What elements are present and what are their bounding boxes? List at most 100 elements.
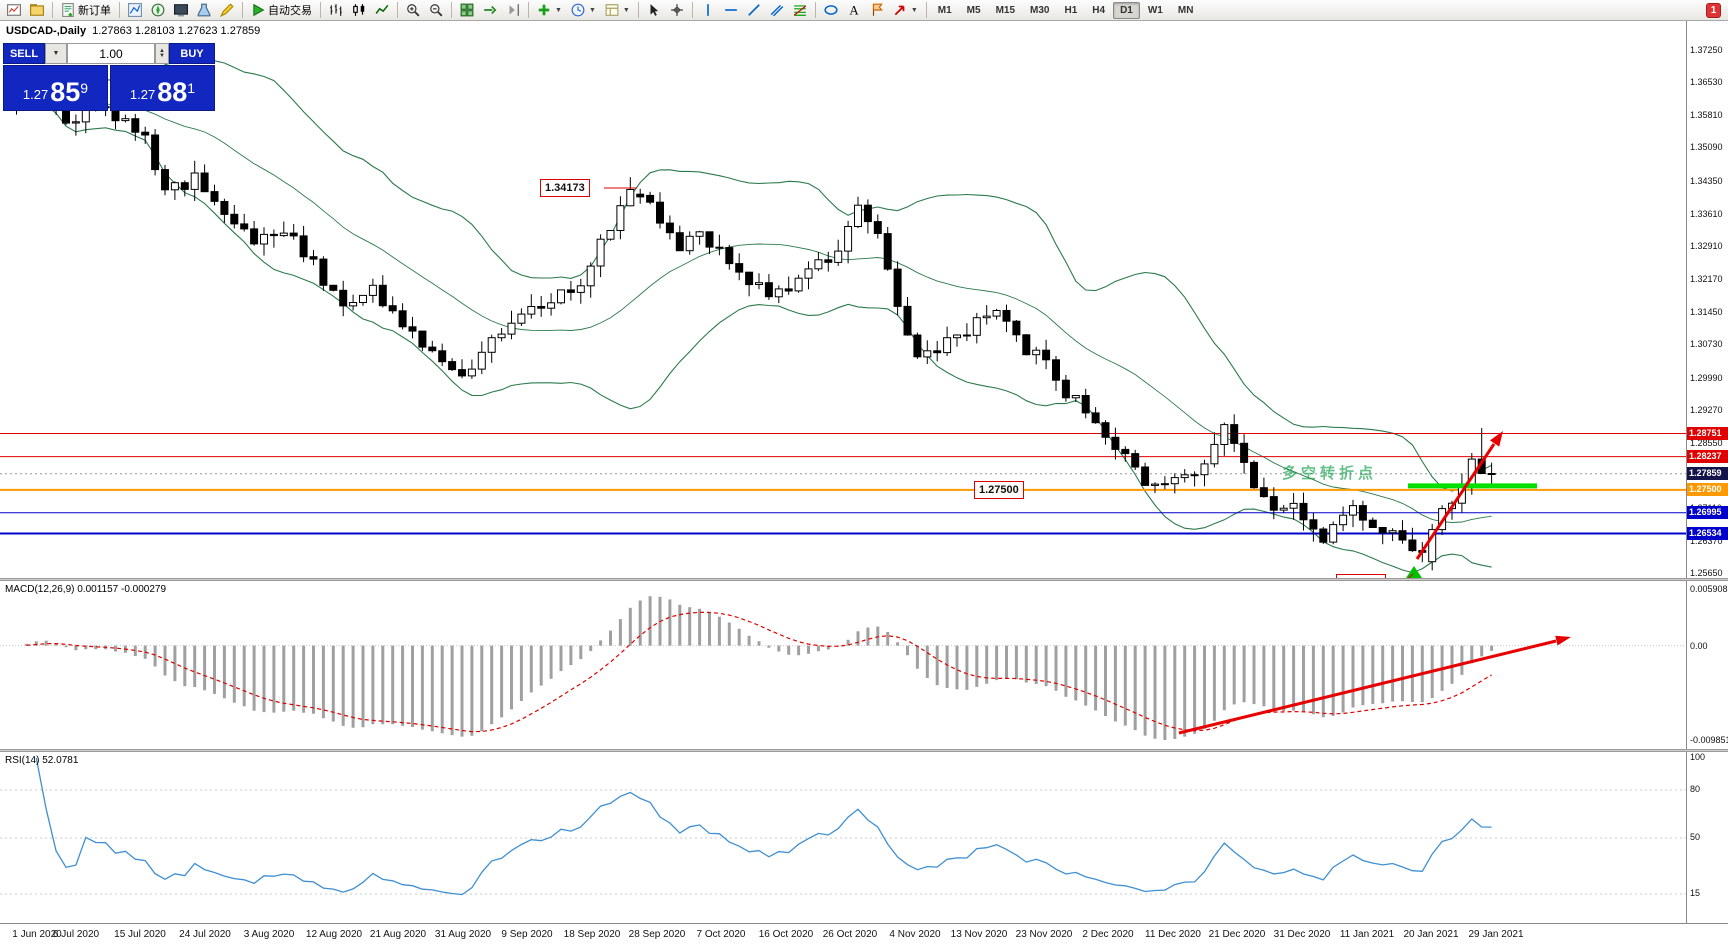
rsi-scale-label: 15 <box>1690 888 1701 898</box>
price-tick: 1.30730 <box>1690 339 1723 349</box>
sell-price-button[interactable]: 1.27 85 9 <box>3 65 108 111</box>
timeframe-h4-button[interactable]: H4 <box>1092 4 1106 16</box>
chart-title: USDCAD-,Daily 1.27863 1.28103 1.27623 1.… <box>6 25 260 37</box>
market-watch-icon <box>128 3 142 17</box>
date-label: 11 Dec 2020 <box>1145 929 1201 940</box>
metaeditor-button[interactable] <box>216 1 238 20</box>
chart-shift-button[interactable] <box>502 1 524 20</box>
macd-chart[interactable] <box>0 581 1686 749</box>
chevron-down-icon[interactable]: ▼ <box>588 6 596 14</box>
horizontal-line-button[interactable] <box>720 1 742 20</box>
toolbar-separator <box>119 2 120 18</box>
new-chart-button[interactable] <box>3 1 25 20</box>
zoom-in-icon <box>406 3 420 17</box>
date-axis[interactable]: 1 Jun 2020 6 Jul 2020 15 Jul 2020 24 Jul 20… <box>0 923 1728 947</box>
chevron-down-icon: ▼ <box>52 50 60 57</box>
navigator-button[interactable] <box>147 1 169 20</box>
drawing-objects-layer[interactable] <box>604 187 1537 578</box>
timeframe-mn-button[interactable]: MN <box>1177 4 1194 16</box>
fibonacci-button[interactable] <box>789 1 811 20</box>
shapes-button[interactable] <box>820 1 842 20</box>
chevron-down-icon[interactable]: ▼ <box>910 6 918 14</box>
templates-button[interactable]: ▼ <box>601 1 634 20</box>
timeframe-d1-button[interactable]: D1 <box>1113 1 1140 19</box>
macd-trend-arrow-head[interactable] <box>1555 635 1571 646</box>
auto-scroll-button[interactable] <box>479 1 501 20</box>
date-label: 28 Sep 2020 <box>628 929 686 940</box>
trendline-button[interactable] <box>743 1 765 20</box>
equidistant-channel-button[interactable] <box>766 1 788 20</box>
panel-separator[interactable] <box>0 749 1728 752</box>
crosshair-button[interactable] <box>666 1 688 20</box>
panel-separator[interactable] <box>0 578 1728 581</box>
bar-chart-mode-button[interactable] <box>325 1 347 20</box>
zoom-in-button[interactable] <box>402 1 424 20</box>
buy-button[interactable]: BUY <box>169 43 215 64</box>
timeframe-m5-button[interactable]: M5 <box>966 4 981 16</box>
date-label: 26 Oct 2020 <box>822 929 878 940</box>
sell-button[interactable]: SELL <box>3 43 45 64</box>
macd-trend-arrow-line[interactable] <box>1178 639 1557 735</box>
tile-windows-button[interactable] <box>456 1 478 20</box>
periods-button[interactable]: ▼ <box>567 1 600 20</box>
zoom-out-button[interactable] <box>425 1 447 20</box>
volume-input[interactable] <box>67 43 155 64</box>
notifications-badge[interactable]: 1 <box>1706 2 1721 18</box>
price-label-134173[interactable]: 1.34173 <box>540 179 590 197</box>
timeframe-m15-button[interactable]: M15 <box>995 4 1016 16</box>
buy-price-button[interactable]: 1.27 88 1 <box>110 65 215 111</box>
new-order-button[interactable]: 新订单 <box>57 1 115 20</box>
text-button[interactable]: A <box>843 1 865 20</box>
timeframe-m30-button[interactable]: M30 <box>1030 4 1050 16</box>
candlestick-chart[interactable] <box>0 21 1686 578</box>
macd-label: MACD(12,26,9) 0.001157 -0.000279 <box>5 584 166 595</box>
arrows-button[interactable]: ▼ <box>889 1 922 20</box>
macd-scale-min: -0.009851 <box>1690 735 1728 745</box>
timeframe-h1-button[interactable]: H1 <box>1064 4 1078 16</box>
toolbar-separator <box>814 2 816 18</box>
profiles-button[interactable] <box>26 1 48 20</box>
price-tag: 1.26534 <box>1687 527 1728 540</box>
vertical-line-icon <box>701 3 715 17</box>
candle-chart-mode-button[interactable] <box>348 1 370 20</box>
price-label-125897[interactable]: 1.25897 <box>1336 574 1386 578</box>
date-label: 11 Jan 2021 <box>1339 929 1395 940</box>
vertical-line-button[interactable] <box>697 1 719 20</box>
text-label-button[interactable] <box>866 1 888 20</box>
main-chart-panel[interactable]: USDCAD-,Daily 1.27863 1.28103 1.27623 1.… <box>0 21 1686 578</box>
chevron-down-icon[interactable]: ▼ <box>555 6 562 14</box>
svg-text:A: A <box>849 4 859 17</box>
rsi-value: 52.0781 <box>42 755 79 766</box>
price-tick: 1.33610 <box>1690 209 1723 219</box>
price-tick: 1.25650 <box>1690 568 1723 578</box>
order-type-dropdown[interactable]: ▼ <box>45 43 67 64</box>
toolbar-separator <box>451 2 452 18</box>
line-chart-mode-button[interactable] <box>371 1 393 20</box>
timeframe-m1-button[interactable]: M1 <box>937 4 952 16</box>
turning-point-annotation[interactable]: 多空转折点 <box>1282 465 1378 482</box>
terminal-button[interactable] <box>170 1 192 20</box>
date-label: 13 Nov 2020 <box>950 929 1008 940</box>
cursor-button[interactable] <box>643 1 665 20</box>
spinner-down-icon: ▼ <box>159 52 165 59</box>
candle-chart-mode-icon <box>352 3 366 17</box>
volume-spinner[interactable]: ▲ ▼ <box>155 43 169 64</box>
strategy-tester-button[interactable] <box>193 1 215 20</box>
rsi-label: RSI(14) 52.0781 <box>5 755 78 766</box>
autotrading-button[interactable]: 自动交易 <box>247 1 316 20</box>
price-tick: 1.32910 <box>1690 241 1723 251</box>
sell-price-point: 9 <box>80 80 89 96</box>
price-axis[interactable]: 1.37250 1.36530 1.35810 1.35090 1.34350 1.336… <box>1686 21 1728 923</box>
macd-panel[interactable]: MACD(12,26,9) 0.001157 -0.000279 <box>0 581 1686 749</box>
price-label-127500[interactable]: 1.27500 <box>974 481 1024 499</box>
market-watch-button[interactable] <box>124 1 146 20</box>
rsi-chart[interactable] <box>0 752 1686 922</box>
timeframe-w1-button[interactable]: W1 <box>1147 4 1163 16</box>
rsi-panel[interactable]: RSI(14) 52.0781 <box>0 752 1686 922</box>
date-label: 6 Jul 2020 <box>52 929 100 940</box>
chevron-down-icon[interactable]: ▼ <box>622 6 630 14</box>
date-label: 1 Jun 2020 <box>12 929 62 940</box>
indicators-button[interactable]: ▼ <box>533 1 566 20</box>
new-order-label: 新订单 <box>78 5 111 17</box>
